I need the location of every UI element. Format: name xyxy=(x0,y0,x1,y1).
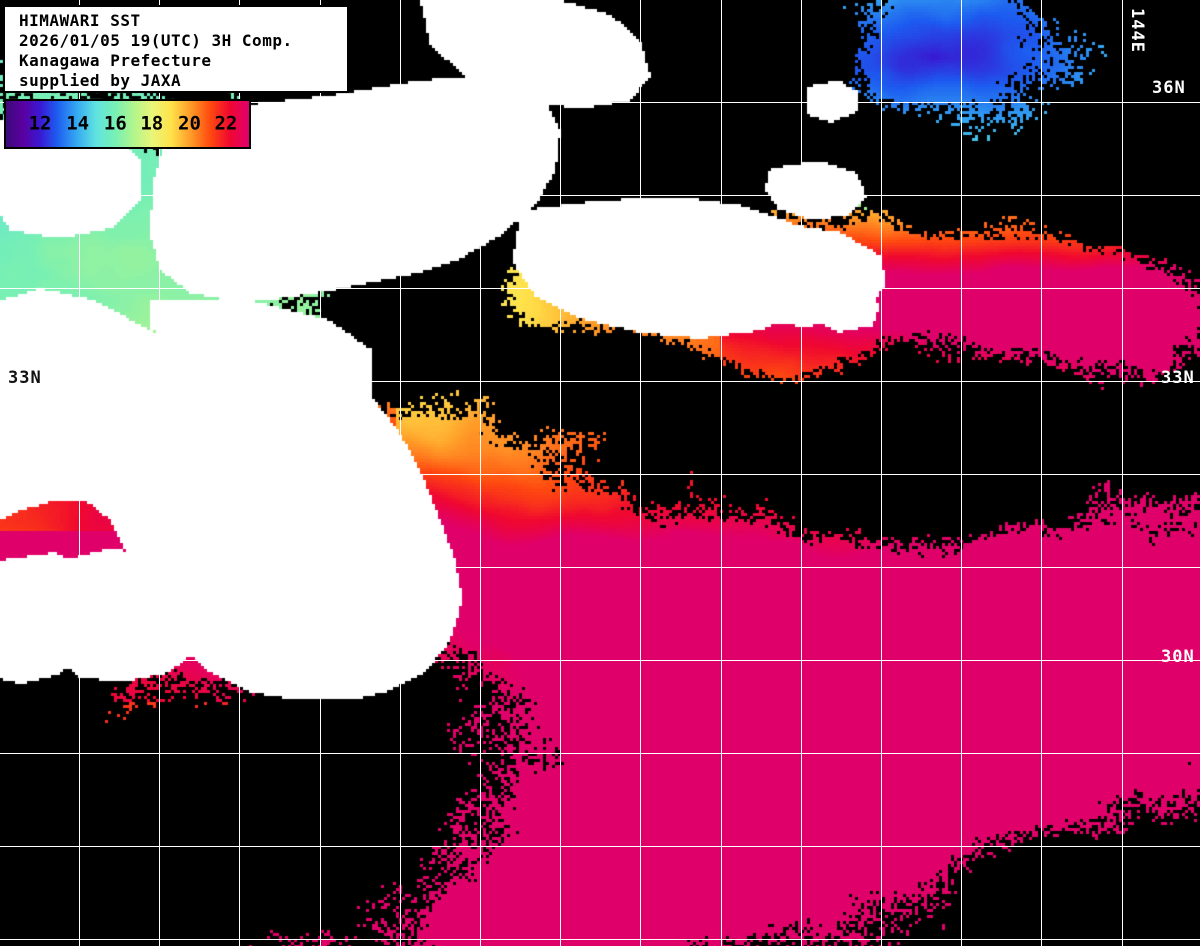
colorbar-gradient xyxy=(6,101,249,147)
colorbar-tick-12: 12 xyxy=(28,112,52,135)
temperature-colorbar: 12 14 16 18 20 22 xyxy=(4,99,251,149)
title-legend-box: HIMAWARI SST 2026/01/05 19(UTC) 3H Comp.… xyxy=(3,5,349,93)
title-line-datetime: 2026/01/05 19(UTC) 3H Comp. xyxy=(19,31,293,50)
colorbar-tick-20: 20 xyxy=(178,112,201,135)
colorbar-tick-22: 22 xyxy=(214,112,238,135)
graticule-label-30n: 30N xyxy=(1161,647,1195,667)
graticule-label-136e: 136E xyxy=(486,8,506,53)
title-line-org: Kanagawa Prefecture xyxy=(19,51,212,70)
colorbar-tick-18: 18 xyxy=(140,112,164,135)
colorbar-tick-labels: 12 14 16 18 20 22 xyxy=(6,101,249,147)
graticule-label-144e: 144E xyxy=(1127,8,1147,53)
colorbar-tick-14: 14 xyxy=(66,112,90,135)
graticule-label-36n: 36N xyxy=(1152,78,1186,98)
title-line-supplier: supplied by JAXA xyxy=(19,71,182,90)
colorbar-tick-16: 16 xyxy=(103,112,127,135)
graticule-label-33n: 33N xyxy=(1161,368,1195,388)
title-line-product: HIMAWARI SST xyxy=(19,11,141,30)
graticule-label-33n: 33N xyxy=(8,368,42,388)
graticule-label-30n: 30N xyxy=(8,647,42,667)
